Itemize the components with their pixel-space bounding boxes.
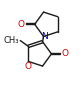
Text: CH₃: CH₃ [4, 36, 19, 45]
Text: O: O [61, 49, 68, 58]
Text: O: O [18, 20, 25, 29]
Text: O: O [25, 62, 32, 71]
Text: N: N [41, 32, 47, 41]
